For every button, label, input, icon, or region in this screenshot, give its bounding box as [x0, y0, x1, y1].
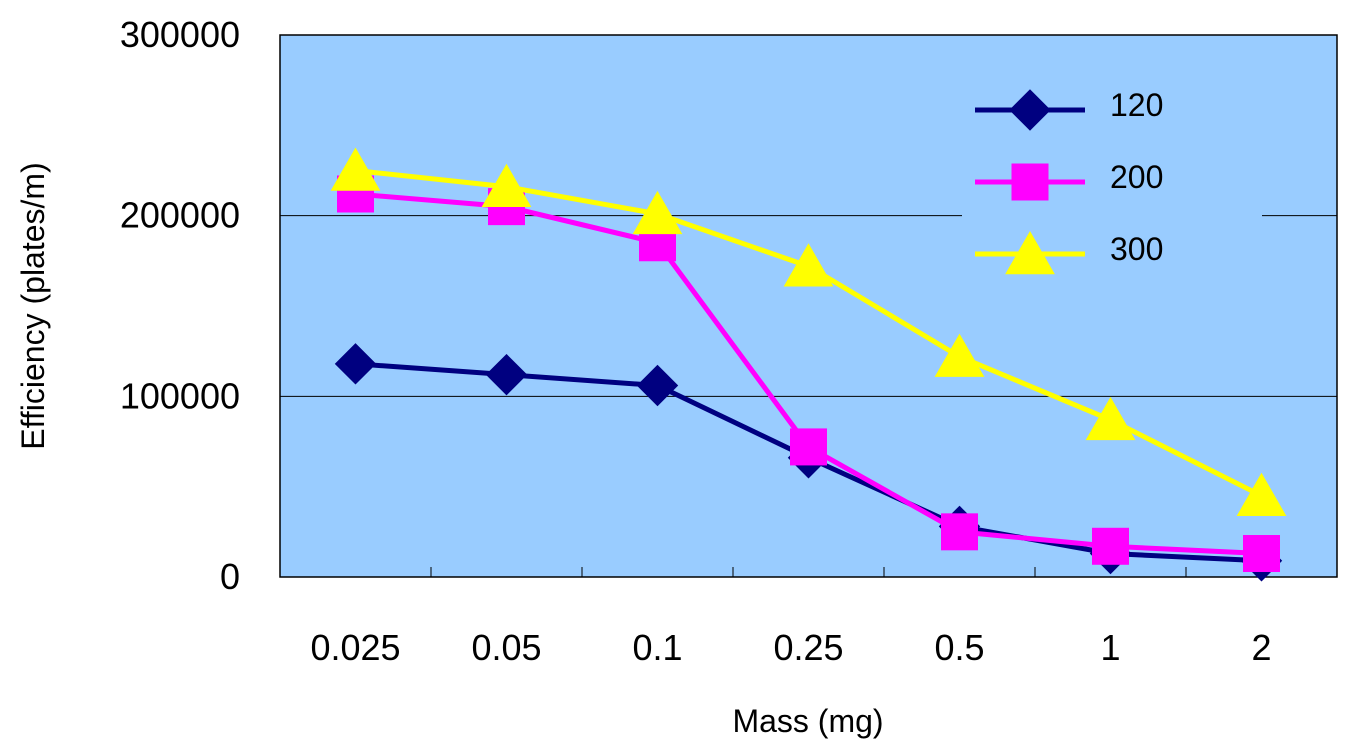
y-tick-label: 200000	[120, 195, 240, 236]
data-point	[790, 428, 827, 466]
data-point	[934, 333, 985, 377]
data-point	[334, 343, 377, 385]
series-300	[330, 147, 1287, 516]
legend-label: 120	[1110, 87, 1163, 123]
x-tick-label: 2	[1251, 627, 1271, 668]
data-point	[485, 353, 528, 396]
data-point	[632, 190, 683, 235]
x-tick-label: 1	[1100, 627, 1120, 668]
x-tick-label: 0.1	[632, 627, 682, 668]
x-tick-label: 0.025	[310, 627, 400, 668]
data-point	[330, 147, 381, 191]
x-axis-title: Mass (mg)	[732, 703, 883, 739]
x-tick-label: 0.5	[934, 627, 984, 668]
x-tick-label: 0.25	[773, 627, 843, 668]
y-tick-label: 0	[220, 556, 240, 597]
data-point	[783, 243, 834, 287]
y-tick-label: 100000	[120, 375, 240, 416]
legend-marker	[1011, 163, 1049, 201]
data-point	[1243, 535, 1280, 573]
legend-marker	[1005, 230, 1055, 275]
legend: 120 200 300	[962, 78, 1262, 278]
x-axis-tick-labels: 0.025 0.05 0.1 0.25 0.5 1 2	[310, 627, 1271, 668]
legend-marker	[1009, 89, 1051, 131]
data-point	[1092, 527, 1129, 565]
y-axis-tick-labels: 0 100000 200000 300000	[120, 14, 240, 597]
x-axis-ticks	[430, 567, 1187, 577]
y-axis-title: Efficiency (plates/m)	[15, 162, 51, 450]
data-point	[1085, 396, 1136, 441]
series-lines	[330, 147, 1287, 582]
data-point	[636, 364, 679, 407]
legend-label: 300	[1110, 231, 1163, 267]
data-point	[481, 163, 532, 208]
data-point	[1236, 472, 1287, 516]
y-tick-label: 300000	[120, 14, 240, 55]
legend-label: 200	[1110, 159, 1163, 195]
x-tick-label: 0.05	[471, 627, 541, 668]
data-point	[941, 513, 978, 551]
